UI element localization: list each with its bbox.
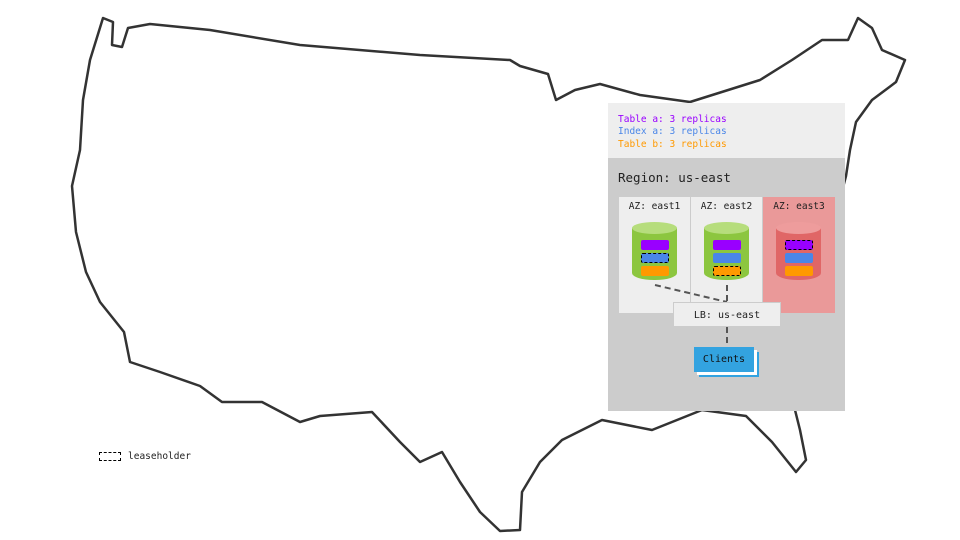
- leaseholder-key-label: leaseholder: [128, 451, 191, 462]
- clients-box: Clients: [694, 347, 754, 372]
- replica-table-b: [641, 266, 669, 276]
- database-icon: [632, 222, 677, 286]
- legend-table-a: Table a: 3 replicas: [618, 114, 727, 125]
- replica-table-a-leaseholder: [785, 240, 813, 250]
- legend-index-a: Index a: 3 replicas: [618, 126, 727, 137]
- load-balancer: LB: us-east: [673, 302, 781, 327]
- replica-index-a: [713, 253, 741, 263]
- az-east2: AZ: east2: [691, 197, 763, 313]
- database-icon: [704, 222, 749, 286]
- replica-table-a: [713, 240, 741, 250]
- replica-table-b: [785, 266, 813, 276]
- az-east1: AZ: east1: [619, 197, 691, 313]
- replica-index-a: [785, 253, 813, 263]
- az-label: AZ: east1: [628, 201, 681, 212]
- replica-table-a: [641, 240, 669, 250]
- leaseholder-key-icon: [99, 452, 121, 461]
- replica-table-b-leaseholder: [713, 266, 741, 276]
- replica-index-a-leaseholder: [641, 253, 669, 263]
- az-label: AZ: east2: [700, 201, 753, 212]
- legend-table-b: Table b: 3 replicas: [618, 139, 727, 150]
- database-icon: [776, 222, 821, 286]
- az-east3: AZ: east3: [763, 197, 835, 313]
- az-label: AZ: east3: [773, 201, 825, 212]
- region-label: Region: us-east: [618, 170, 731, 185]
- replica-legend: [608, 103, 845, 158]
